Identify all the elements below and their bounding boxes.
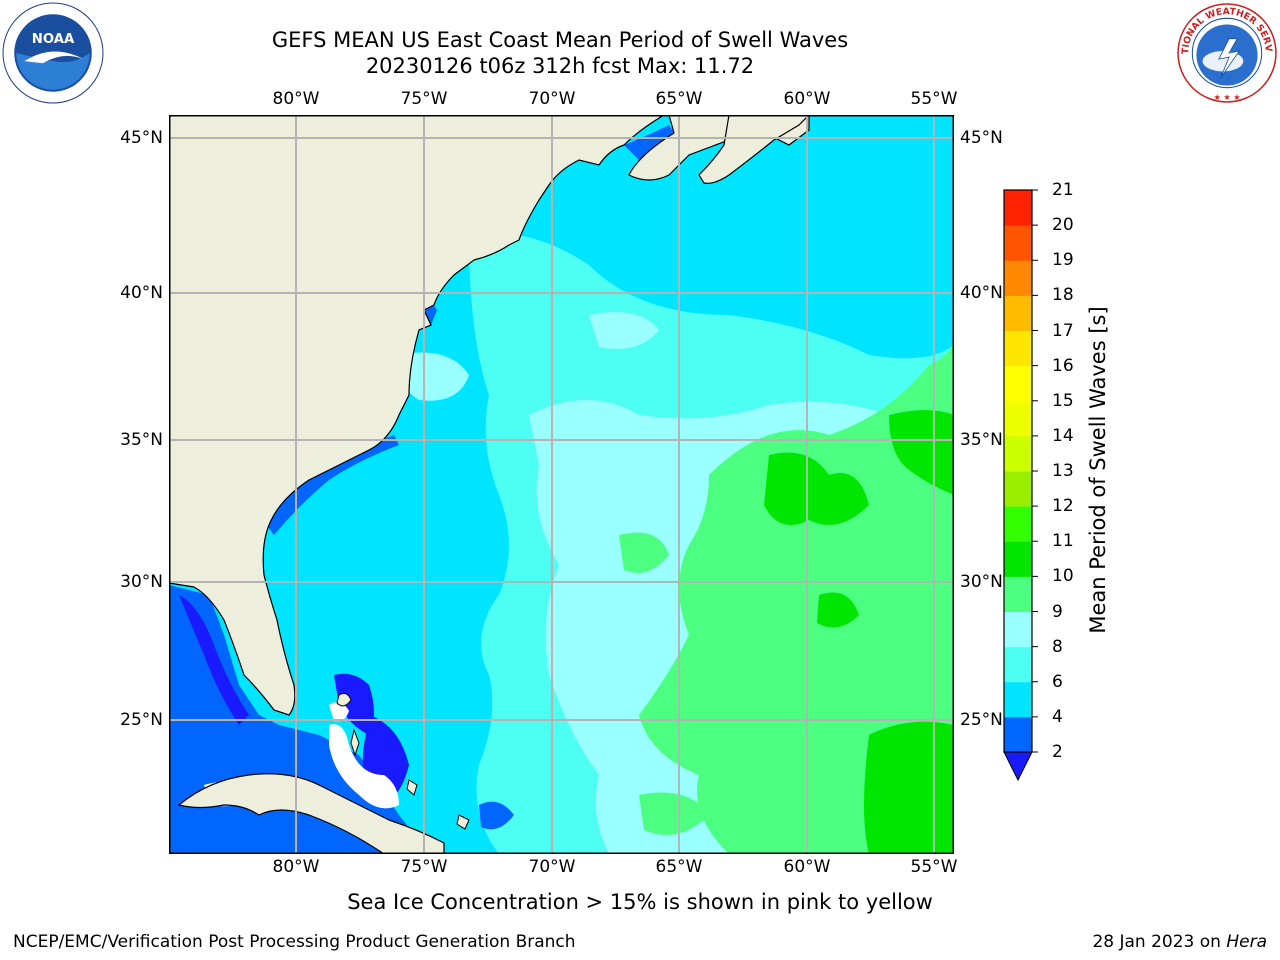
lon-label-top: 55°W bbox=[910, 89, 958, 109]
colorbar-segment bbox=[1004, 260, 1032, 296]
colorbar-segment bbox=[1004, 295, 1032, 331]
lon-label-top: 80°W bbox=[272, 89, 320, 109]
lon-label-top: 65°W bbox=[655, 89, 703, 109]
colorbar-tick-label: 13 bbox=[1052, 461, 1074, 481]
colorbar-segment bbox=[1004, 541, 1032, 577]
colorbar-tick-label: 17 bbox=[1052, 320, 1074, 341]
period-band-10-11 bbox=[764, 452, 869, 525]
period-band-2-4 bbox=[624, 125, 674, 160]
colorbar-segment bbox=[1004, 646, 1032, 683]
colorbar-segment bbox=[1004, 435, 1032, 472]
colorbar-tick-label: 4 bbox=[1052, 706, 1063, 727]
lat-label-right: 25°N bbox=[960, 710, 1003, 730]
swell-period-map bbox=[169, 115, 954, 854]
period-band-9-10 bbox=[619, 532, 669, 573]
shallow-bank-area bbox=[329, 724, 399, 809]
period-band-9-10 bbox=[639, 335, 954, 854]
period-band-10-11 bbox=[817, 592, 859, 628]
lon-label-top: 75°W bbox=[400, 89, 448, 109]
colorbar-segment bbox=[1004, 681, 1032, 718]
colorbar-segment bbox=[1004, 330, 1032, 367]
colorbar-segment bbox=[1004, 611, 1032, 648]
shallow-bank-area bbox=[329, 702, 349, 722]
lat-label-right: 40°N bbox=[960, 283, 1003, 303]
lat-label-right: 35°N bbox=[960, 430, 1003, 450]
lat-label-left: 40°N bbox=[120, 283, 163, 303]
colorbar-segment bbox=[1004, 506, 1032, 542]
svg-text:★ ★ ★: ★ ★ ★ bbox=[1213, 92, 1240, 102]
lon-label-bottom: 65°W bbox=[655, 857, 703, 877]
lat-label-right: 30°N bbox=[960, 572, 1003, 592]
lon-label-bottom: 55°W bbox=[910, 857, 958, 877]
colorbar-segment bbox=[1004, 716, 1032, 753]
chart-title: GEFS MEAN US East Coast Mean Period of S… bbox=[271, 28, 849, 52]
land-nova-scotia bbox=[698, 115, 810, 184]
lat-label-left: 45°N bbox=[120, 128, 163, 148]
colorbar-tick-label: 20 bbox=[1052, 215, 1074, 236]
colorbar-tick-label: 15 bbox=[1052, 390, 1074, 411]
lat-label-right: 45°N bbox=[960, 128, 1003, 148]
lon-label-bottom: 75°W bbox=[400, 857, 448, 877]
colorbar-segment bbox=[1004, 400, 1032, 437]
lon-label-bottom: 80°W bbox=[272, 857, 320, 877]
period-band-10-11 bbox=[864, 721, 954, 854]
svg-text:NOAA: NOAA bbox=[32, 32, 75, 47]
land-bahamas bbox=[406, 779, 418, 796]
period-band-10-11 bbox=[889, 410, 954, 495]
colorbar-tick-label: 21 bbox=[1052, 180, 1074, 200]
credit-left: NCEP/EMC/Verification Post Processing Pr… bbox=[13, 932, 576, 952]
colorbar-tick-label: 8 bbox=[1052, 636, 1063, 657]
map-gridlines bbox=[169, 115, 954, 854]
map-border bbox=[169, 115, 954, 854]
lat-label-left: 30°N bbox=[120, 572, 163, 592]
nws-logo-icon: NATIONAL WEATHER SERVICE ★ ★ ★ bbox=[1176, 2, 1277, 103]
lat-label-left: 35°N bbox=[120, 430, 163, 450]
colorbar-tick-label: 16 bbox=[1052, 355, 1074, 376]
colorbar-tick-label: 6 bbox=[1052, 671, 1063, 692]
lat-label-left: 25°N bbox=[120, 710, 163, 730]
colorbar-title: Mean Period of Swell Waves [s] bbox=[1086, 306, 1110, 634]
land-north-america bbox=[169, 115, 954, 716]
land-bahamas bbox=[336, 692, 352, 707]
colorbar bbox=[1003, 189, 1038, 782]
period-band-8-9 bbox=[589, 312, 659, 349]
period-band-2-4 bbox=[259, 435, 399, 535]
sea-ice-note: Sea Ice Concentration > 15% is shown in … bbox=[347, 890, 933, 914]
colorbar-tick-label: 14 bbox=[1052, 425, 1074, 446]
chart-subtitle: 20230126 t06z 312h fcst Max: 11.72 bbox=[365, 54, 755, 78]
colorbar-segment bbox=[1004, 365, 1032, 402]
colorbar-segment bbox=[1004, 190, 1032, 226]
period-band-8-9 bbox=[398, 352, 469, 401]
colorbar-tick-label: 12 bbox=[1052, 496, 1074, 517]
colorbar-tick-label: 10 bbox=[1052, 566, 1074, 587]
lon-label-top: 70°W bbox=[528, 89, 576, 109]
period-band-2-4 bbox=[479, 801, 514, 830]
colorbar-tick-label: 19 bbox=[1052, 250, 1074, 271]
colorbar-under-arrow bbox=[1003, 751, 1033, 782]
period-band-9-10 bbox=[639, 792, 709, 835]
colorbar-tick-label: 18 bbox=[1052, 285, 1074, 306]
colorbar-tick-label: 2 bbox=[1052, 742, 1063, 762]
noaa-logo-icon: NOAA bbox=[2, 2, 104, 104]
colorbar-segment bbox=[1004, 471, 1032, 507]
credit-date: 28 Jan 2023 on bbox=[1092, 932, 1227, 952]
colorbar-segment bbox=[1004, 225, 1032, 261]
colorbar-segment bbox=[1004, 576, 1032, 612]
lon-label-bottom: 60°W bbox=[783, 857, 831, 877]
lon-label-top: 60°W bbox=[783, 89, 831, 109]
credit-right: 28 Jan 2023 on Hera bbox=[1092, 932, 1267, 952]
lon-label-bottom: 70°W bbox=[528, 857, 576, 877]
credit-host: Hera bbox=[1226, 932, 1267, 952]
land-cuba bbox=[177, 773, 445, 854]
colorbar-tick-label: 9 bbox=[1052, 601, 1063, 622]
land-bahamas bbox=[350, 728, 360, 757]
colorbar-tick-label: 11 bbox=[1052, 531, 1074, 552]
land-bahamas bbox=[456, 814, 470, 830]
period-below-2 bbox=[179, 595, 249, 725]
